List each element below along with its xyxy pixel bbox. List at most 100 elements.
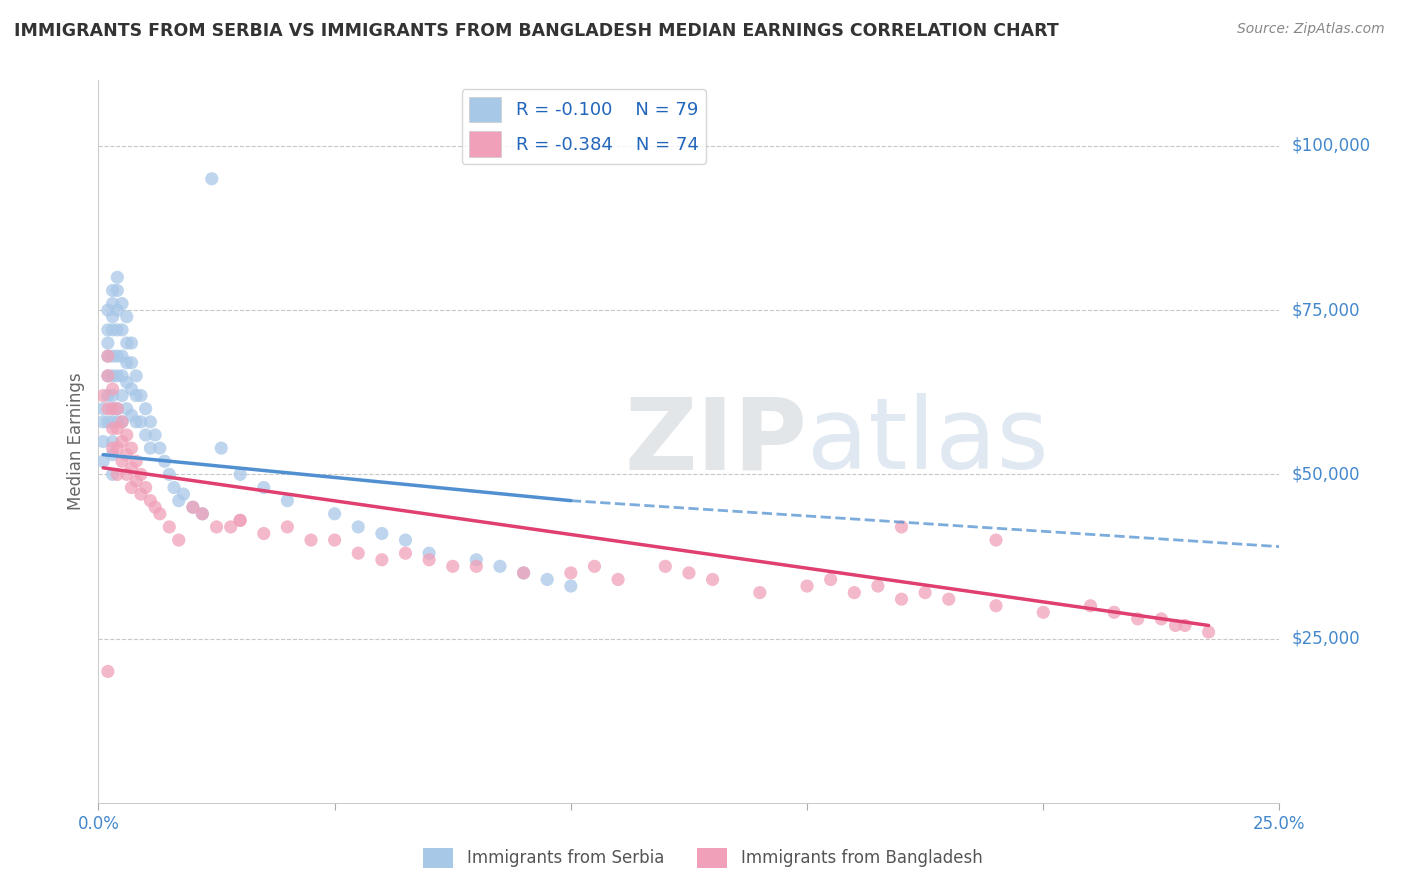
Point (111, 323, 134, 337)
Point (101, 310, 124, 324)
Point (143, 428, 166, 442)
Point (91, 415, 114, 429)
Point (115, 428, 138, 442)
Legend: Immigrants from Serbia, Immigrants from Bangladesh: Immigrants from Serbia, Immigrants from … (416, 841, 990, 875)
Point (253, 481, 276, 495)
Point (512, 566, 534, 580)
Point (1174, 618, 1197, 632)
Point (125, 388, 148, 402)
Point (181, 500, 204, 515)
Point (101, 349, 124, 363)
Point (678, 566, 700, 580)
Point (347, 546, 370, 560)
Point (394, 546, 416, 560)
Point (115, 310, 138, 324)
Point (371, 526, 394, 541)
Point (111, 415, 134, 429)
Point (115, 467, 138, 482)
Legend: R = -0.100    N = 79, R = -0.384    N = 74: R = -0.100 N = 79, R = -0.384 N = 74 (461, 89, 706, 164)
Point (219, 520, 242, 534)
Point (101, 382, 124, 396)
Point (1032, 605, 1054, 619)
Point (139, 493, 162, 508)
Point (97, 401, 120, 416)
Point (276, 520, 298, 534)
Point (129, 388, 152, 402)
Point (1102, 605, 1125, 619)
Text: $25,000: $25,000 (1291, 630, 1360, 648)
Point (1164, 618, 1187, 632)
Text: IMMIGRANTS FROM SERBIA VS IMMIGRANTS FROM BANGLADESH MEDIAN EARNINGS CORRELATION: IMMIGRANTS FROM SERBIA VS IMMIGRANTS FRO… (14, 22, 1059, 40)
Point (139, 441, 162, 455)
Text: ZIP: ZIP (624, 393, 807, 490)
Point (135, 481, 157, 495)
Point (111, 388, 134, 402)
Point (153, 454, 176, 468)
Point (253, 526, 276, 541)
Point (125, 454, 148, 468)
Point (101, 415, 124, 429)
Point (125, 474, 148, 488)
Point (583, 559, 606, 574)
Point (91, 401, 114, 416)
Point (1150, 612, 1173, 626)
Point (844, 585, 866, 599)
Point (101, 401, 124, 416)
Point (149, 441, 172, 455)
Point (111, 434, 134, 449)
Point (97, 415, 120, 429)
Point (91, 388, 114, 402)
Point (105, 323, 128, 337)
Point (139, 415, 162, 429)
Point (229, 467, 252, 482)
Point (105, 303, 128, 318)
Point (229, 513, 252, 527)
Point (111, 454, 134, 468)
Point (347, 520, 370, 534)
Point (101, 448, 124, 462)
Text: Source: ZipAtlas.com: Source: ZipAtlas.com (1237, 22, 1385, 37)
Point (984, 533, 1007, 547)
Point (97, 368, 120, 383)
Point (191, 507, 214, 521)
Point (890, 592, 912, 607)
Point (97, 349, 120, 363)
Point (105, 467, 128, 482)
Point (181, 500, 204, 515)
Point (209, 441, 232, 455)
Point (97, 665, 120, 679)
Point (172, 487, 194, 501)
Point (101, 296, 124, 310)
Point (91, 434, 114, 449)
Point (157, 467, 180, 482)
Point (129, 467, 152, 482)
Point (111, 296, 134, 310)
Point (105, 401, 128, 416)
Point (560, 579, 582, 593)
Point (229, 513, 252, 527)
Point (121, 356, 143, 370)
Text: atlas: atlas (807, 393, 1049, 490)
Point (890, 520, 912, 534)
Point (115, 356, 138, 370)
Point (105, 270, 128, 285)
Point (111, 349, 134, 363)
Point (105, 401, 128, 416)
Point (536, 573, 558, 587)
Point (796, 579, 818, 593)
Point (101, 441, 124, 455)
Point (125, 368, 148, 383)
Text: $100,000: $100,000 (1291, 137, 1371, 155)
Point (101, 284, 124, 298)
Point (205, 520, 228, 534)
Point (149, 507, 172, 521)
Point (125, 415, 148, 429)
Point (105, 415, 128, 429)
Point (111, 368, 134, 383)
Point (748, 585, 770, 599)
Point (323, 533, 346, 547)
Point (465, 553, 488, 567)
Point (91, 454, 114, 468)
Point (1126, 612, 1149, 626)
Point (167, 493, 190, 508)
